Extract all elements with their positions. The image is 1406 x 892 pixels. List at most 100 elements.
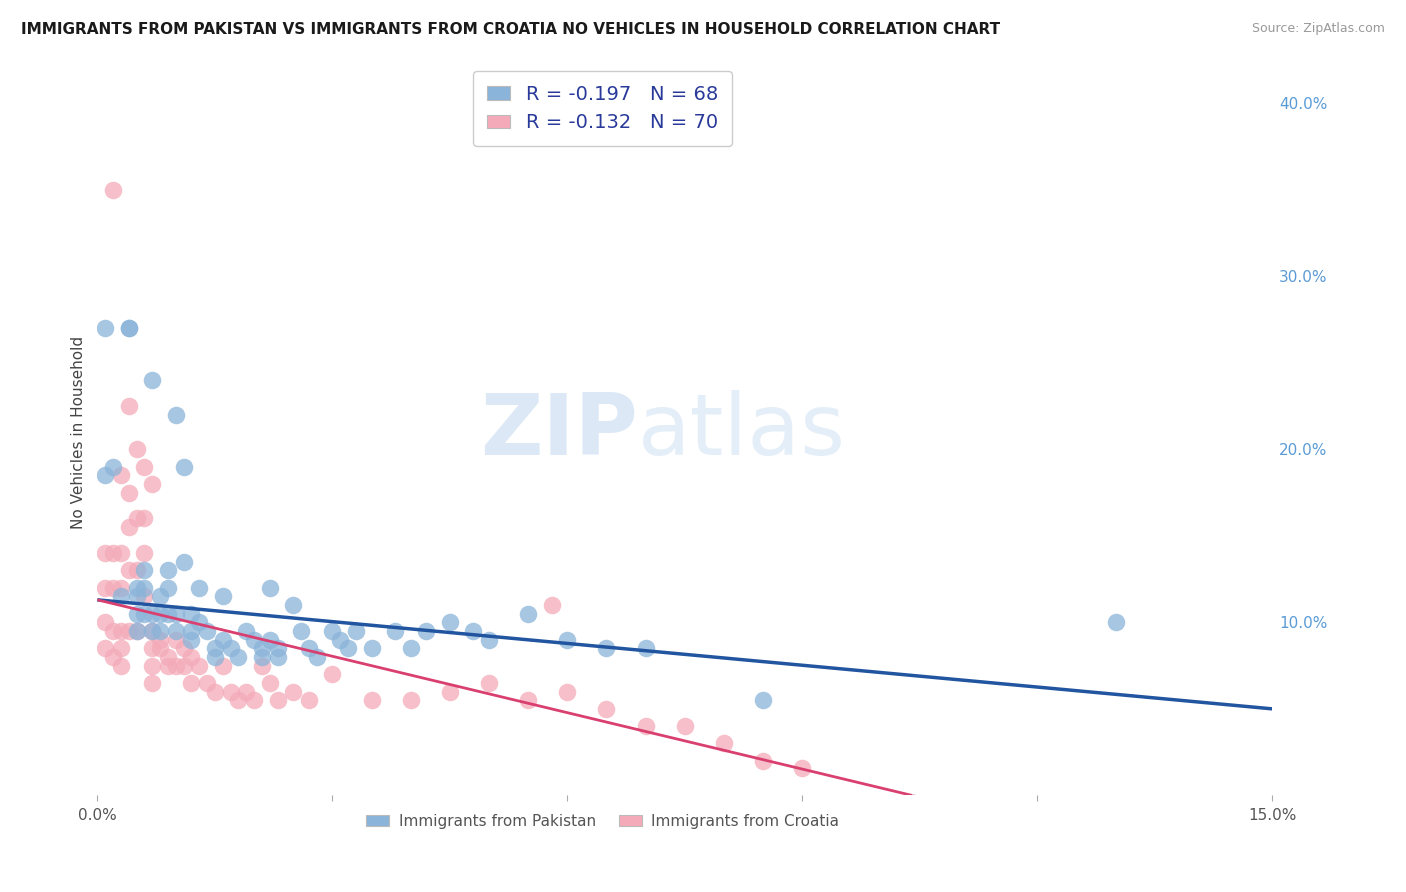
Point — [165, 658, 187, 673]
Point — [243, 693, 266, 707]
Point — [634, 641, 657, 656]
Point — [713, 736, 735, 750]
Point — [110, 624, 132, 638]
Point — [141, 624, 163, 638]
Point — [125, 624, 148, 638]
Point — [259, 581, 281, 595]
Point — [195, 676, 218, 690]
Point — [156, 658, 179, 673]
Point — [118, 624, 141, 638]
Point — [110, 590, 132, 604]
Point — [228, 693, 250, 707]
Point — [94, 615, 117, 630]
Point — [180, 649, 202, 664]
Point — [235, 684, 257, 698]
Text: atlas: atlas — [638, 391, 846, 474]
Point — [94, 468, 117, 483]
Point — [259, 676, 281, 690]
Point — [219, 641, 242, 656]
Point — [188, 615, 211, 630]
Point — [173, 658, 195, 673]
Legend: Immigrants from Pakistan, Immigrants from Croatia: Immigrants from Pakistan, Immigrants fro… — [360, 808, 845, 835]
Point — [517, 693, 540, 707]
Point — [134, 607, 156, 621]
Point — [165, 408, 187, 422]
Point — [180, 607, 202, 621]
Point — [329, 632, 352, 647]
Point — [118, 399, 141, 413]
Point — [557, 632, 579, 647]
Point — [792, 761, 814, 775]
Point — [156, 581, 179, 595]
Point — [266, 693, 288, 707]
Point — [478, 676, 501, 690]
Point — [101, 546, 124, 560]
Text: IMMIGRANTS FROM PAKISTAN VS IMMIGRANTS FROM CROATIA NO VEHICLES IN HOUSEHOLD COR: IMMIGRANTS FROM PAKISTAN VS IMMIGRANTS F… — [21, 22, 1000, 37]
Point — [259, 632, 281, 647]
Point — [439, 684, 461, 698]
Point — [478, 632, 501, 647]
Point — [101, 183, 124, 197]
Point — [235, 624, 257, 638]
Point — [211, 632, 233, 647]
Point — [134, 459, 156, 474]
Point — [204, 649, 226, 664]
Point — [595, 641, 617, 656]
Point — [149, 624, 172, 638]
Point — [125, 607, 148, 621]
Point — [125, 624, 148, 638]
Point — [94, 581, 117, 595]
Point — [1104, 615, 1126, 630]
Point — [141, 624, 163, 638]
Y-axis label: No Vehicles in Household: No Vehicles in Household — [72, 335, 86, 529]
Point — [134, 563, 156, 577]
Point — [266, 649, 288, 664]
Point — [188, 581, 211, 595]
Point — [141, 641, 163, 656]
Point — [125, 511, 148, 525]
Point — [110, 468, 132, 483]
Point — [305, 649, 328, 664]
Point — [384, 624, 406, 638]
Point — [321, 624, 343, 638]
Point — [101, 649, 124, 664]
Point — [165, 632, 187, 647]
Point — [156, 563, 179, 577]
Point — [94, 321, 117, 335]
Point — [298, 693, 321, 707]
Point — [118, 321, 141, 335]
Point — [149, 590, 172, 604]
Point — [188, 658, 211, 673]
Point — [149, 641, 172, 656]
Point — [141, 658, 163, 673]
Point — [134, 511, 156, 525]
Point — [266, 641, 288, 656]
Point — [250, 658, 273, 673]
Point — [125, 563, 148, 577]
Point — [290, 624, 312, 638]
Point — [673, 719, 696, 733]
Point — [360, 641, 382, 656]
Point — [250, 641, 273, 656]
Point — [557, 684, 579, 698]
Point — [321, 667, 343, 681]
Point — [94, 546, 117, 560]
Point — [110, 641, 132, 656]
Point — [337, 641, 360, 656]
Point — [634, 719, 657, 733]
Point — [149, 632, 172, 647]
Point — [101, 624, 124, 638]
Point — [110, 581, 132, 595]
Point — [180, 632, 202, 647]
Point — [134, 590, 156, 604]
Point — [180, 676, 202, 690]
Point — [125, 442, 148, 457]
Point — [173, 641, 195, 656]
Point — [118, 321, 141, 335]
Point — [415, 624, 437, 638]
Point — [463, 624, 485, 638]
Point — [118, 485, 141, 500]
Point — [134, 546, 156, 560]
Point — [517, 607, 540, 621]
Point — [125, 590, 148, 604]
